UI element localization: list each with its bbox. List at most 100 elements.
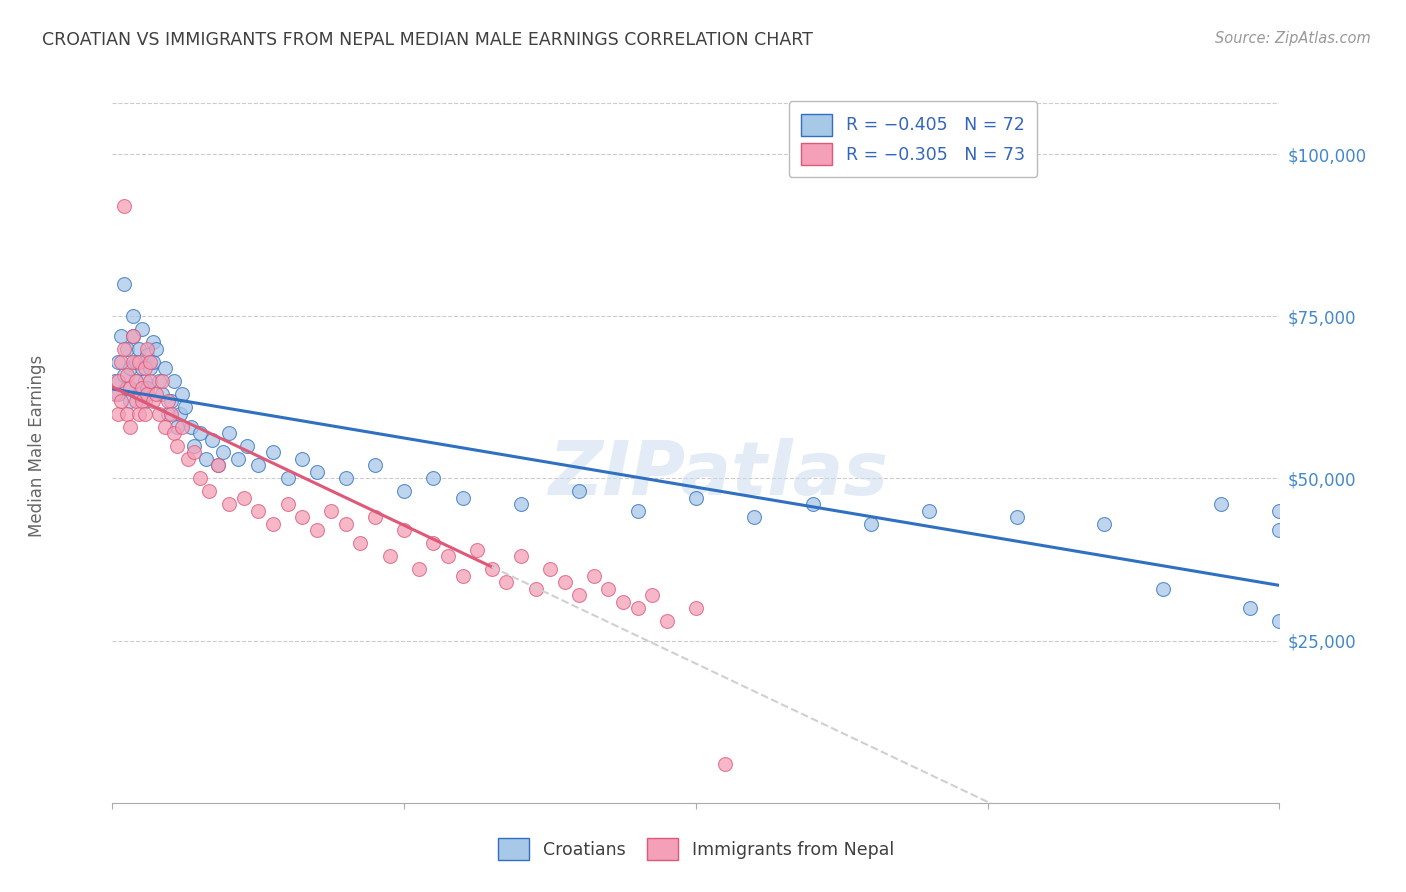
Point [1268, 524, 1291, 538]
Point [1268, 614, 1291, 628]
Point [509, 549, 531, 564]
Point [160, 393, 183, 408]
Point [107, 354, 129, 368]
Point [107, 387, 129, 401]
Point [262, 516, 284, 531]
Point [262, 445, 284, 459]
Point [422, 471, 444, 485]
Point [207, 458, 229, 473]
Point [156, 393, 179, 408]
Point [422, 536, 444, 550]
Point [115, 342, 138, 356]
Point [378, 549, 401, 564]
Point [276, 497, 298, 511]
Point [394, 484, 416, 499]
Point [714, 756, 737, 771]
Point [104, 374, 127, 388]
Point [118, 361, 141, 376]
Point [115, 407, 138, 421]
Point [166, 439, 188, 453]
Point [194, 452, 217, 467]
Point [136, 348, 159, 362]
Legend: Croatians, Immigrants from Nepal: Croatians, Immigrants from Nepal [485, 826, 907, 872]
Point [627, 601, 650, 615]
Point [128, 387, 150, 401]
Point [139, 374, 162, 388]
Point [110, 354, 132, 368]
Point [163, 374, 186, 388]
Point [169, 407, 191, 421]
Point [568, 588, 591, 602]
Point [321, 504, 343, 518]
Point [598, 582, 620, 596]
Point [335, 516, 357, 531]
Point [408, 562, 430, 576]
Point [134, 361, 156, 376]
Point [110, 328, 132, 343]
Text: ZIPatlas: ZIPatlas [550, 438, 890, 511]
Point [685, 491, 707, 505]
Point [305, 524, 328, 538]
Point [1152, 582, 1174, 596]
Point [134, 374, 156, 388]
Point [145, 387, 167, 401]
Point [115, 368, 138, 382]
Point [860, 516, 883, 531]
Point [291, 452, 314, 467]
Point [655, 614, 678, 628]
Point [139, 361, 162, 376]
Point [125, 354, 148, 368]
Point [509, 497, 531, 511]
Point [107, 374, 129, 388]
Point [465, 542, 488, 557]
Point [128, 407, 150, 421]
Point [1268, 504, 1291, 518]
Point [291, 510, 314, 524]
Point [180, 419, 202, 434]
Point [134, 393, 156, 408]
Point [136, 387, 159, 401]
Point [148, 407, 170, 421]
Point [349, 536, 371, 550]
Point [112, 277, 135, 291]
Point [125, 393, 148, 408]
Point [183, 439, 205, 453]
Point [685, 601, 707, 615]
Point [582, 568, 605, 582]
Point [188, 425, 211, 440]
Point [136, 342, 159, 356]
Point [112, 368, 135, 382]
Point [131, 393, 153, 408]
Point [305, 465, 328, 479]
Point [451, 491, 474, 505]
Point [364, 458, 387, 473]
Point [918, 504, 941, 518]
Point [201, 433, 224, 447]
Point [163, 425, 186, 440]
Point [142, 335, 165, 350]
Point [122, 328, 145, 343]
Point [142, 354, 165, 368]
Point [125, 374, 148, 388]
Point [612, 595, 634, 609]
Point [364, 510, 387, 524]
Point [247, 458, 270, 473]
Point [247, 504, 270, 518]
Point [177, 452, 200, 467]
Point [104, 387, 127, 401]
Point [148, 374, 170, 388]
Point [627, 504, 650, 518]
Point [1239, 601, 1261, 615]
Point [112, 199, 135, 213]
Point [172, 419, 194, 434]
Point [188, 471, 211, 485]
Text: Median Male Earnings: Median Male Earnings [28, 355, 45, 537]
Point [107, 407, 129, 421]
Point [122, 328, 145, 343]
Point [212, 445, 235, 459]
Point [437, 549, 460, 564]
Point [218, 425, 240, 440]
Point [131, 381, 153, 395]
Point [160, 407, 183, 421]
Point [1094, 516, 1116, 531]
